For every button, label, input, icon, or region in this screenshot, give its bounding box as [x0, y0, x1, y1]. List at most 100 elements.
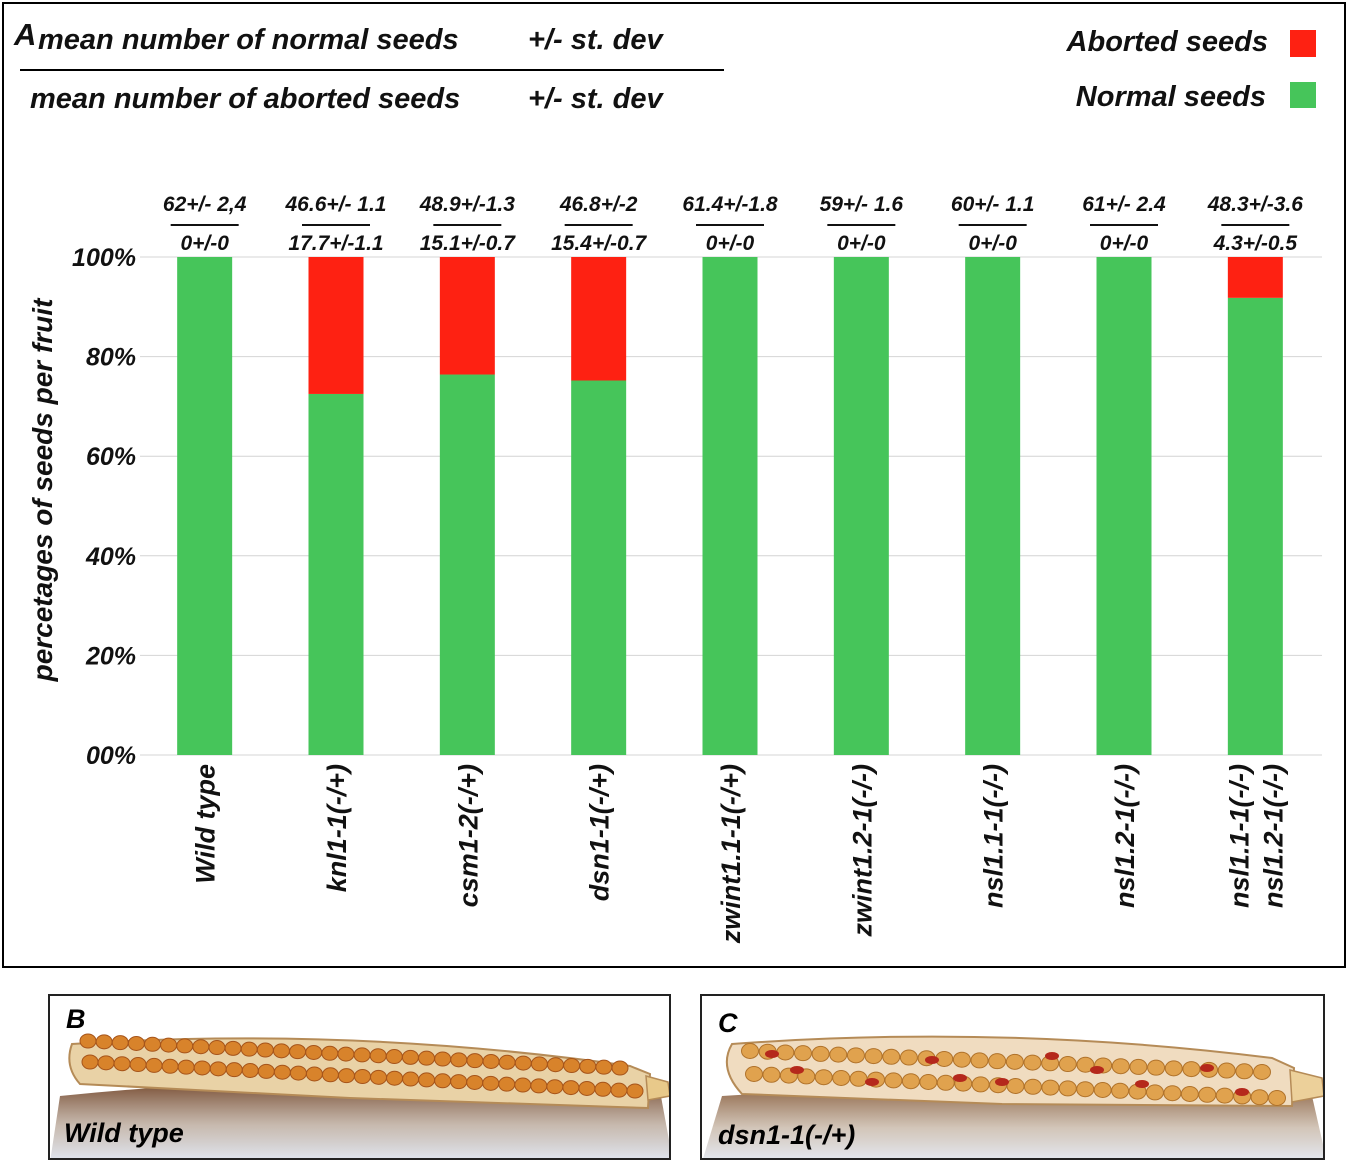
seed-mark: [129, 1057, 147, 1073]
seed-mark: [434, 1073, 452, 1089]
annotation-aborted-mean: 0+/-0: [180, 232, 229, 255]
x-category-label: nsl1.2-1(-/-): [1258, 764, 1288, 908]
seed-mark: [79, 1033, 97, 1049]
panel-a-letter: A: [14, 17, 37, 52]
seed-mark: [919, 1074, 938, 1090]
seed-mark: [514, 1077, 532, 1093]
aborted-seed-mark: [995, 1078, 1009, 1086]
seed-mark: [450, 1074, 468, 1090]
seed-mark: [610, 1082, 628, 1098]
seed-mark: [936, 1074, 955, 1091]
panel-b-letter: B: [66, 1004, 86, 1034]
aborted-seed-mark: [790, 1066, 804, 1074]
seed-mark: [466, 1074, 484, 1090]
seed-mark: [563, 1058, 581, 1074]
seed-mark: [899, 1049, 918, 1066]
panel-b-photo: B Wild type: [48, 994, 671, 1160]
seed-mark: [626, 1083, 644, 1099]
seed-mark: [337, 1068, 355, 1084]
panel-b-caption: Wild type: [64, 1118, 184, 1148]
seed-mark: [498, 1054, 516, 1070]
seed-mark: [193, 1060, 211, 1076]
seed-mark: [257, 1063, 275, 1079]
seed-mark: [882, 1048, 901, 1065]
y-axis-label: percetages of seeds per fruit: [27, 297, 58, 682]
seed-mark: [401, 1049, 419, 1065]
annotation-aborted-mean: 15.1+/-0.7: [420, 232, 516, 255]
panel-c-letter: C: [718, 1008, 738, 1038]
annotation-aborted-mean: 0+/-0: [968, 232, 1017, 255]
annotation-normal-mean: 46.8+/-2: [559, 193, 638, 216]
seed-mark: [1076, 1081, 1095, 1098]
annotation-aborted-mean: 0+/-0: [837, 232, 886, 255]
seed-mark: [1163, 1085, 1182, 1102]
seed-mark: [111, 1035, 129, 1051]
aborted-seed-mark: [953, 1074, 967, 1082]
seed-mark: [1129, 1058, 1148, 1075]
legend-label-aborted: Aborted seeds: [1066, 26, 1268, 58]
seed-mark: [1250, 1089, 1269, 1106]
x-category-label: zwint1.1-1(-/+): [716, 764, 746, 944]
formula-numerator-sd: +/- st. dev: [528, 24, 663, 56]
seed-mark: [161, 1058, 179, 1074]
x-category-label: csm1-2(-/+): [453, 764, 483, 907]
seed-mark: [305, 1044, 323, 1060]
seed-mark: [354, 1069, 371, 1084]
seed-mark: [776, 1044, 795, 1061]
seed-mark: [240, 1041, 258, 1057]
seed-mark: [418, 1072, 436, 1088]
annotation-normal-mean: 61.4+/-1.8: [682, 193, 777, 216]
seed-mark: [1235, 1063, 1254, 1080]
y-tick-label: 100%: [72, 244, 136, 272]
seed-mark: [829, 1046, 848, 1063]
legend-swatch-aborted: [1290, 30, 1316, 57]
bar-normal-seeds: [571, 380, 627, 755]
y-tick-label: 20%: [85, 642, 136, 670]
seed-mark: [1147, 1059, 1166, 1076]
aborted-seed-mark: [1235, 1088, 1249, 1096]
y-tick-label: 00%: [86, 742, 136, 770]
bar-normal-seeds: [1227, 297, 1283, 755]
bar-normal-seeds: [833, 257, 889, 755]
seed-mark: [81, 1054, 99, 1070]
seed-mark: [434, 1051, 452, 1067]
formula-fraction-line: [20, 69, 724, 71]
formula-denominator: mean number of aborted seeds: [30, 83, 461, 115]
formula-denominator-sd: +/- st. dev: [528, 83, 663, 115]
seed-mark: [273, 1064, 291, 1080]
bar-aborted-seeds: [1227, 257, 1283, 298]
seed-mark: [370, 1069, 388, 1085]
seed-mark: [814, 1069, 833, 1086]
annotation-aborted-mean: 17.7+/-1.1: [288, 232, 383, 255]
annotation-normal-mean: 62+/- 2,4: [163, 193, 247, 216]
annotation-aborted-mean: 15.4+/-0.7: [551, 232, 647, 255]
seed-mark: [1076, 1056, 1095, 1073]
seed-mark: [225, 1062, 243, 1078]
seed-mark: [988, 1053, 1007, 1070]
annotation-aborted-mean: 0+/-0: [1100, 232, 1149, 255]
seed-mark: [1023, 1054, 1042, 1071]
seed-mark: [1180, 1086, 1199, 1102]
aborted-seed-mark: [765, 1050, 779, 1058]
panel-c-photo: C dsn1-1(-/+): [700, 994, 1325, 1160]
seed-mark: [546, 1079, 564, 1095]
seed-mark: [952, 1051, 971, 1068]
annotation-normal-mean: 46.6+/- 1.1: [285, 193, 387, 216]
y-tick-label: 40%: [85, 543, 136, 571]
seed-mark: [745, 1066, 763, 1082]
seed-mark: [145, 1057, 163, 1073]
seed-mark: [256, 1042, 274, 1058]
legend-swatch-normal: [1290, 82, 1316, 108]
aborted-seed-mark: [865, 1078, 879, 1086]
aborted-seed-mark: [1090, 1066, 1104, 1074]
annotation-normal-mean: 61+/- 2.4: [1082, 193, 1166, 216]
x-category-label: Wild type: [191, 764, 221, 884]
aborted-seed-mark: [1045, 1052, 1059, 1060]
seed-mark: [321, 1045, 339, 1061]
seed-mark: [482, 1053, 500, 1069]
panel-a: [2, 2, 1346, 968]
seed-mark: [466, 1053, 484, 1069]
seed-mark: [1041, 1079, 1060, 1096]
seed-mark: [289, 1065, 307, 1081]
seed-mark: [1006, 1078, 1025, 1094]
